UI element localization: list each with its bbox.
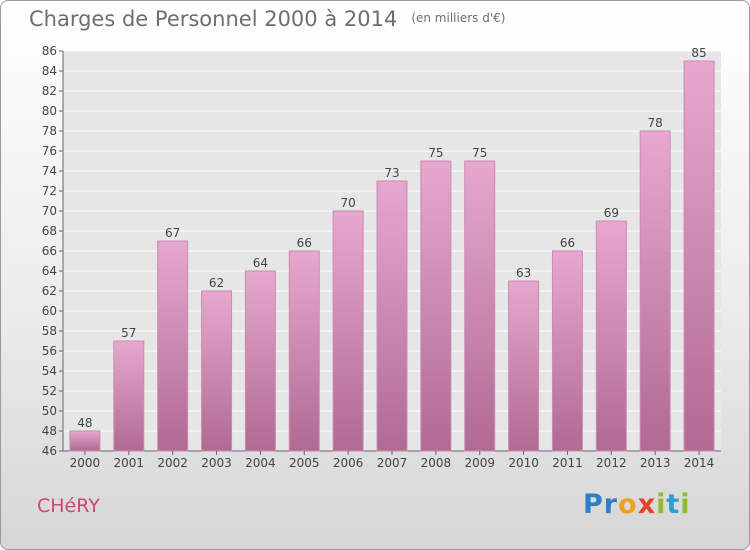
x-tick-label: 2004 [245, 456, 276, 470]
x-tick-label: 2007 [377, 456, 408, 470]
x-tick-label: 2008 [421, 456, 452, 470]
bar [508, 280, 540, 452]
bar-value-label: 48 [77, 416, 92, 430]
commune-name: CHéRY [37, 495, 100, 517]
bar [332, 210, 364, 452]
x-tick-label: 2011 [552, 456, 583, 470]
y-tick-label: 64 [42, 264, 57, 278]
x-tick-label: 2012 [596, 456, 627, 470]
bar [639, 130, 671, 452]
bar-value-label: 66 [560, 236, 575, 250]
bar-value-label: 63 [516, 266, 531, 280]
y-tick-label: 48 [42, 424, 57, 438]
bar [244, 270, 276, 452]
y-tick-label: 56 [42, 344, 57, 358]
proxiti-logo: Proxiti [583, 489, 691, 520]
bar-value-label: 66 [297, 236, 312, 250]
bar [113, 340, 145, 452]
bar-value-label: 70 [340, 196, 355, 210]
y-tick-label: 58 [42, 324, 57, 338]
bar [683, 60, 715, 452]
y-tick-label: 52 [42, 384, 57, 398]
y-tick-label: 50 [42, 404, 57, 418]
x-tick-label: 2009 [464, 456, 495, 470]
bar-value-label: 57 [121, 326, 136, 340]
bar [595, 220, 627, 452]
x-tick-label: 2005 [289, 456, 320, 470]
y-tick-label: 68 [42, 224, 57, 238]
x-tick-label: 2006 [333, 456, 364, 470]
y-tick-label: 78 [42, 124, 57, 138]
logo-letter: o [618, 489, 638, 520]
x-tick-label: 2002 [157, 456, 188, 470]
bar-value-label: 75 [472, 146, 487, 160]
y-tick-label: 76 [42, 144, 57, 158]
bar [157, 240, 189, 452]
y-tick-label: 86 [42, 44, 57, 58]
x-tick-label: 2010 [508, 456, 539, 470]
chart-title: Charges de Personnel 2000 à 2014 (en mill… [29, 7, 505, 31]
chart-unit: (en milliers d'€) [411, 11, 506, 25]
y-tick-label: 74 [42, 164, 57, 178]
bar [201, 290, 233, 452]
bar-value-label: 64 [253, 256, 268, 270]
y-tick-label: 46 [42, 444, 57, 458]
x-tick-label: 2000 [70, 456, 101, 470]
x-tick-label: 2013 [640, 456, 671, 470]
y-tick-label: 70 [42, 204, 57, 218]
y-tick-label: 80 [42, 104, 57, 118]
bar-value-label: 75 [428, 146, 443, 160]
bar-value-label: 62 [209, 276, 224, 290]
x-tick-label: 2001 [114, 456, 145, 470]
y-tick-label: 84 [42, 64, 57, 78]
bar [288, 250, 320, 452]
chart-title-text: Charges de Personnel 2000 à 2014 [29, 7, 398, 31]
x-tick-label: 2014 [684, 456, 715, 470]
logo-letter: i [680, 489, 691, 520]
logo-letter: i [656, 489, 667, 520]
logo-letter: t [666, 489, 681, 520]
bar [420, 160, 452, 452]
logo-letter: r [603, 489, 619, 520]
bar [464, 160, 496, 452]
y-tick-label: 54 [42, 364, 57, 378]
bar [69, 430, 101, 452]
y-tick-label: 82 [42, 84, 57, 98]
bar [551, 250, 583, 452]
y-tick-label: 60 [42, 304, 57, 318]
logo-letter: P [583, 489, 604, 520]
bar-value-label: 78 [648, 116, 663, 130]
bar-value-label: 73 [384, 166, 399, 180]
y-tick-label: 62 [42, 284, 57, 298]
bar-value-label: 85 [691, 46, 706, 60]
x-tick-label: 2003 [201, 456, 232, 470]
y-tick-label: 66 [42, 244, 57, 258]
bar-value-label: 69 [604, 206, 619, 220]
bar [376, 180, 408, 452]
bar-value-label: 67 [165, 226, 180, 240]
y-tick-label: 72 [42, 184, 57, 198]
logo-letter: x [637, 489, 657, 520]
